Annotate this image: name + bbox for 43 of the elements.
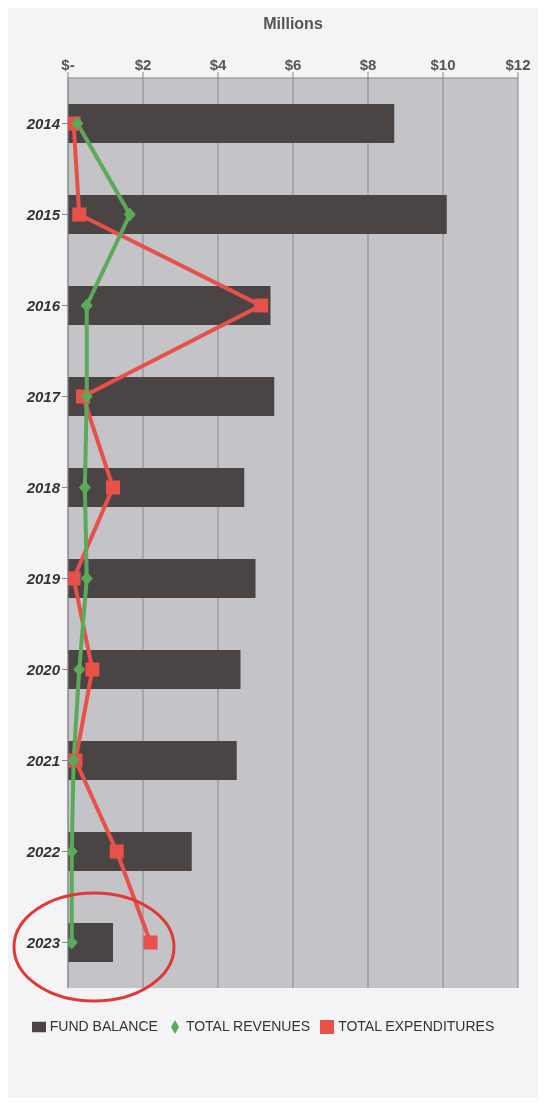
point <box>123 207 136 222</box>
y-tick-label: 2020 <box>25 660 61 678</box>
y-tick-label: 2018 <box>25 478 61 496</box>
bar <box>68 195 447 234</box>
y-tick-label: 2021 <box>25 751 60 769</box>
x-tick-label: $4 <box>209 56 227 73</box>
bar <box>68 468 245 507</box>
legend-label: TOTAL EXPENDITURES <box>338 1018 495 1034</box>
point <box>80 571 93 586</box>
x-tick-label: $- <box>61 56 75 73</box>
legend-label: TOTAL REVENUES <box>185 1018 311 1034</box>
y-tick-label: 2014 <box>25 114 61 132</box>
point <box>68 571 81 586</box>
point <box>143 935 158 950</box>
y-tick-label: 2022 <box>25 842 61 860</box>
x-tick-label: $6 <box>284 56 302 73</box>
y-tick-label: 2023 <box>25 933 61 951</box>
point <box>85 662 100 677</box>
y-tick-label: 2017 <box>25 387 61 405</box>
bar <box>68 104 395 143</box>
bar <box>68 832 192 871</box>
bar <box>68 559 256 598</box>
point <box>73 662 86 677</box>
x-tick-label: $2 <box>134 56 152 73</box>
point <box>109 844 124 859</box>
x-tick-label: $8 <box>359 56 377 73</box>
x-axis-title: Millions <box>263 15 323 33</box>
x-tick-label: $12 <box>505 56 531 73</box>
bar <box>68 286 271 325</box>
point <box>106 480 120 495</box>
point <box>72 207 87 222</box>
legend-label: FUND BALANCE <box>49 1018 158 1034</box>
bar <box>68 377 275 416</box>
bar <box>68 741 237 780</box>
point <box>254 298 269 313</box>
point <box>80 389 93 404</box>
y-tick-label: 2015 <box>25 205 61 223</box>
y-tick-label: 2016 <box>25 296 61 314</box>
x-tick-label: $10 <box>430 56 456 73</box>
point <box>80 298 93 313</box>
bar <box>68 650 241 689</box>
y-tick-label: 2019 <box>25 569 61 587</box>
bar <box>68 923 113 962</box>
